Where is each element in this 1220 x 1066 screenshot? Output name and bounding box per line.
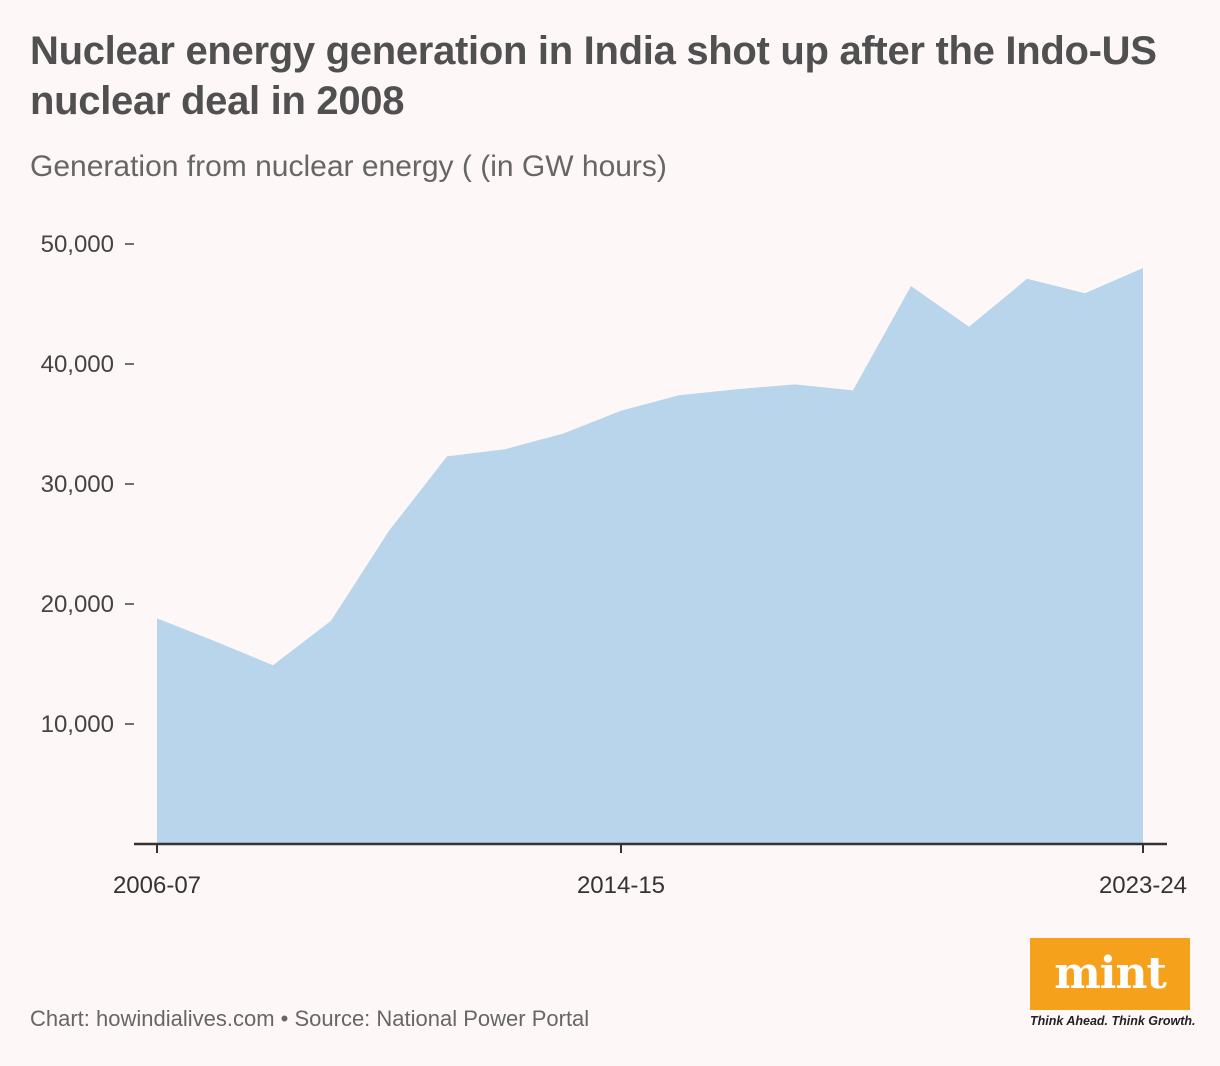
chart-title: Nuclear energy generation in India shot … <box>30 29 1157 123</box>
logo-wordmark: mint <box>1054 948 1167 999</box>
source-credit: Chart: howindialives.com • Source: Natio… <box>30 1006 590 1031</box>
mint-logo: mint <box>1030 938 1190 1010</box>
y-tick-label: 10,000 <box>41 711 114 738</box>
x-tick-label: 2006-07 <box>113 872 201 899</box>
chart-subtitle: Generation from nuclear energy ( (in GW … <box>30 150 667 183</box>
y-tick-label: 40,000 <box>41 351 114 378</box>
logo-tagline: Think Ahead. Think Growth. <box>1030 1014 1196 1028</box>
x-tick-label: 2014-15 <box>577 872 665 899</box>
y-tick-label: 30,000 <box>41 471 114 498</box>
x-tick-label: 2023-24 <box>1099 872 1187 899</box>
y-tick-label: 50,000 <box>41 231 114 258</box>
area-series <box>157 268 1143 844</box>
y-tick-label: 20,000 <box>41 591 114 618</box>
